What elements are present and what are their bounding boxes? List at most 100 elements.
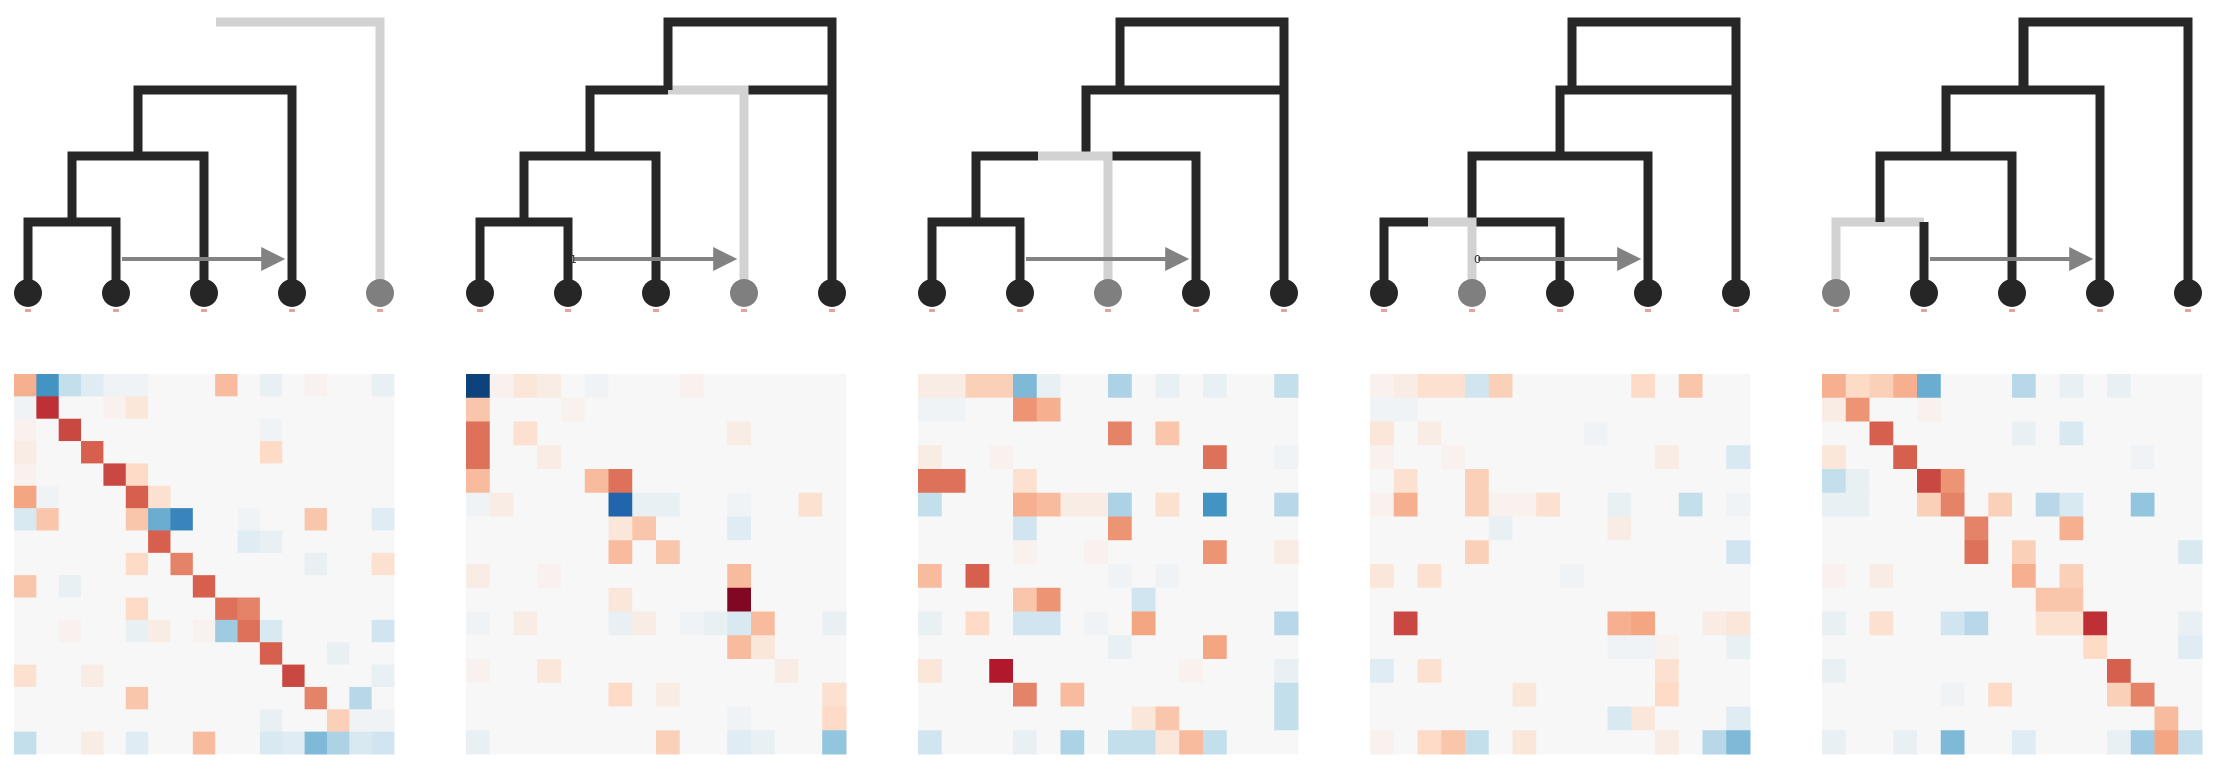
heatmap-cell (1583, 611, 1608, 636)
heatmap-cell (125, 508, 149, 531)
heatmap-cell (1869, 469, 1894, 494)
heatmap-cell (1370, 635, 1395, 660)
heatmap-cell (822, 421, 847, 446)
heatmap-cell (656, 516, 681, 541)
heatmap-cell (1370, 706, 1395, 731)
heatmap-cell (148, 530, 171, 554)
heatmap-cell (1465, 445, 1490, 470)
heatmap-cell (1131, 516, 1156, 541)
heatmap-cell (2035, 445, 2060, 470)
heatmap-cell (1203, 706, 1228, 731)
heatmap-cell (1274, 469, 1299, 494)
heatmap-cell (14, 664, 37, 688)
heatmap-cell (798, 374, 823, 399)
heatmap-cell (2107, 397, 2132, 422)
heatmap-cell (1583, 374, 1608, 399)
heatmap-cell (918, 374, 943, 399)
heatmap-cell (259, 619, 283, 643)
heatmap-cell (125, 485, 149, 509)
heatmap-cell (2154, 397, 2179, 422)
heatmap-cell (727, 635, 752, 660)
heatmap-cell (1013, 516, 1038, 541)
heatmap-cell (237, 664, 261, 688)
heatmap-cell (1940, 564, 1965, 589)
heatmap-cell (466, 587, 491, 612)
heatmap-cell (703, 469, 728, 494)
heatmap-cell (1417, 659, 1442, 684)
heatmap-cell (2107, 611, 2132, 636)
heatmap-cell (2012, 682, 2037, 707)
heatmap-cell (1964, 397, 1989, 422)
leaf-node-5 (1722, 279, 1750, 307)
heatmap-cell (326, 686, 350, 710)
heatmap-cell (36, 731, 60, 755)
heatmap-cell (103, 709, 127, 733)
heatmap-cell (1536, 659, 1561, 684)
heatmap-cell (304, 575, 328, 599)
heatmap-cell (1013, 587, 1038, 612)
heatmap-cell (1465, 516, 1490, 541)
heatmap-cell (81, 642, 104, 666)
heatmap-cell (237, 485, 261, 509)
heatmap-cell (2154, 706, 2179, 731)
heatmap-cell (1631, 374, 1656, 399)
heatmap-cell (1370, 682, 1395, 707)
heatmap-cell (2035, 682, 2060, 707)
heatmap-cell (679, 635, 704, 660)
heatmap-cell (561, 706, 586, 731)
heatmap-cell (2059, 611, 2084, 636)
heatmap-cell (259, 597, 283, 621)
heatmap-cell (1607, 516, 1632, 541)
heatmap-cell (537, 635, 562, 660)
heatmap-cell (1536, 397, 1561, 422)
heatmap-cell (1036, 564, 1061, 589)
heatmap-cell (1013, 397, 1038, 422)
heatmap-cell (215, 418, 239, 442)
heatmap-cell (513, 445, 538, 470)
heatmap-cell (1226, 706, 1251, 731)
heatmap-cell (1988, 469, 2013, 494)
heatmap-cell (1583, 635, 1608, 660)
heatmap-cell (1917, 397, 1942, 422)
heatmap-cell (489, 469, 514, 494)
heatmap-cell (170, 508, 194, 531)
heatmap-cell (537, 540, 562, 565)
heatmap-cell (1393, 492, 1418, 517)
heatmap-cell (1631, 397, 1656, 422)
heatmap-cell (1583, 706, 1608, 731)
heatmap-cell (2083, 397, 2108, 422)
heatmap-cell (1084, 587, 1109, 612)
heatmap-cell (2059, 421, 2084, 446)
heatmap-cell (632, 682, 657, 707)
heatmap-cell (1417, 421, 1442, 446)
heatmap-cell (727, 587, 752, 612)
heatmap-cell (2083, 469, 2108, 494)
heatmap-cell (304, 418, 328, 442)
heatmap-cell (1084, 492, 1109, 517)
heatmap-cell (1393, 730, 1418, 755)
heatmap-cell (1108, 492, 1133, 517)
heatmap-cell (1488, 635, 1513, 660)
heatmap-cell (81, 619, 104, 643)
heatmap-cell (2178, 635, 2203, 660)
heatmap-cell (2154, 564, 2179, 589)
heatmap-cell (215, 485, 239, 509)
heatmap-cell (1655, 540, 1680, 565)
heatmap-cell (1702, 564, 1727, 589)
heatmap-cell (466, 374, 491, 399)
heatmap-cell (918, 587, 943, 612)
heatmap-cell (282, 374, 306, 397)
heatmap-cell (1560, 706, 1585, 731)
heatmap-cell (36, 642, 60, 666)
heatmap-cell (1441, 730, 1466, 755)
heatmap-cell (513, 587, 538, 612)
heatmap-cell (2059, 516, 2084, 541)
heatmap-cell (2035, 706, 2060, 731)
heatmap-cell (2130, 469, 2155, 494)
heatmap-cell (1607, 421, 1632, 446)
heatmap-cell (1131, 492, 1156, 517)
heatmap-cell (81, 463, 104, 487)
heatmap-cell (1607, 659, 1632, 684)
heatmap-cell (58, 418, 82, 442)
